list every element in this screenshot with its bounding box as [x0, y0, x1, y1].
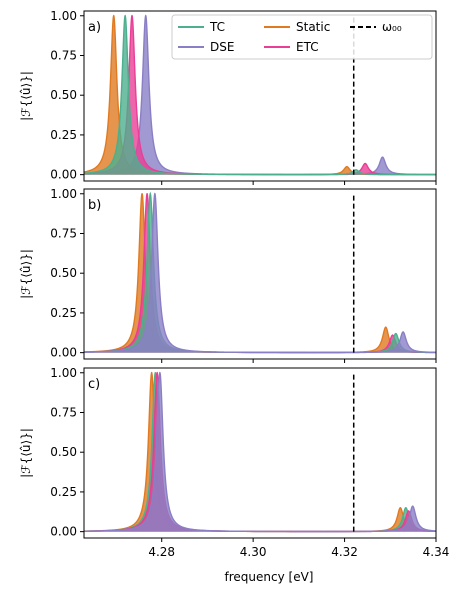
y-tick-label: 0.00: [50, 525, 77, 539]
series-area: [84, 372, 436, 532]
series-area: [84, 372, 436, 532]
x-tick-label: 4.34: [423, 545, 450, 559]
axes-frame: [83, 367, 437, 539]
series-etc: [84, 371, 436, 533]
peak-point: [399, 507, 401, 509]
peak-point: [124, 15, 126, 17]
legend-label: ETC: [296, 40, 319, 54]
peak-point: [154, 372, 156, 374]
series-static: [84, 371, 436, 533]
x-axis-label: frequency [eV]: [225, 570, 314, 584]
series-line: [84, 14, 436, 176]
legend-label: ω₀₀: [382, 20, 402, 34]
peak-point: [405, 507, 407, 509]
series-line: [84, 372, 436, 533]
x-tick-label: 4.32: [331, 545, 358, 559]
y-axis-label: |ℱ{⟨û⟩}|: [19, 71, 33, 121]
panels: 0.00 0.25 0.50 0.75 1.00 a) |ℱ{⟨û⟩}| TC DSE Stati…: [19, 9, 449, 559]
peak-point: [146, 193, 148, 195]
peak-point: [412, 505, 414, 507]
series-area: [84, 15, 436, 175]
legend: TC DSE Static ETC ω₀₀: [171, 14, 433, 60]
peak-point: [346, 166, 348, 168]
y-tick-label: 0.25: [50, 306, 77, 320]
panel-1: 0.00 0.25 0.50 0.75 1.00 a) |ℱ{⟨û⟩}| TC DSE Stati…: [19, 9, 437, 185]
panel-label: b): [88, 198, 101, 213]
peak-point: [402, 331, 404, 333]
peak-point: [145, 15, 147, 17]
y-tick-label: 0.00: [50, 346, 77, 360]
panel-label: c): [88, 377, 100, 392]
y-tick-label: 0.25: [50, 128, 77, 142]
series-area: [84, 372, 436, 532]
series-line: [84, 371, 436, 533]
peak-point: [364, 162, 366, 165]
peak-point: [156, 372, 158, 374]
y-tick-label: 1.00: [50, 187, 77, 201]
y-axis-label: |ℱ{⟨û⟩}|: [19, 428, 33, 478]
peak-point: [151, 372, 153, 374]
y-tick-label: 0.75: [50, 405, 77, 419]
series-tc: [84, 372, 436, 533]
series-line: [84, 371, 436, 533]
legend-label: DSE: [210, 40, 234, 54]
series-dse: [84, 371, 436, 533]
peak-point: [407, 510, 410, 512]
peak-point: [385, 326, 387, 328]
y-tick-label: 1.00: [50, 9, 77, 23]
y-tick-label: 0.75: [50, 226, 77, 240]
axes-frame: [83, 188, 437, 360]
panel-3: 0.00 0.25 0.50 0.75 1.00 4.28 4.30 4.32 4.34 c) |ℱ…: [19, 366, 449, 559]
peak-point: [154, 193, 156, 195]
series-tc: [84, 14, 436, 176]
y-tick-label: 0.75: [50, 48, 77, 62]
panel-label: a): [88, 20, 101, 35]
peak-point: [113, 15, 115, 17]
y-tick-label: 0.50: [50, 88, 77, 102]
legend-label: TC: [209, 20, 225, 34]
peak-point: [159, 372, 161, 374]
peak-point: [355, 169, 357, 171]
series-dse: [84, 192, 436, 354]
plot-area: [84, 191, 436, 354]
legend-label: Static: [296, 20, 330, 34]
x-tick-label: 4.28: [148, 545, 175, 559]
y-tick-label: 0.25: [50, 485, 77, 499]
plot-area: [84, 14, 436, 176]
peak-point: [381, 156, 384, 158]
series-line: [84, 192, 436, 354]
y-tick-label: 1.00: [50, 366, 77, 380]
x-tick-label: 4.30: [240, 545, 267, 559]
series-area: [84, 372, 436, 532]
series-area: [84, 193, 436, 353]
peak-point: [141, 193, 143, 195]
series-line: [84, 371, 436, 533]
peak-point: [149, 193, 151, 195]
peak-point: [131, 15, 133, 17]
y-axis-label: |ℱ{⟨û⟩}|: [19, 249, 33, 299]
peak-point: [395, 332, 397, 335]
series-area: [84, 193, 436, 353]
y-tick-label: 0.00: [50, 168, 77, 182]
y-tick-label: 0.50: [50, 445, 77, 459]
series-static: [84, 193, 436, 354]
plot-area: [84, 371, 436, 533]
y-tick-label: 0.50: [50, 266, 77, 280]
axes-frame: [83, 10, 437, 182]
peak-point: [391, 334, 394, 336]
panel-2: 0.00 0.25 0.50 0.75 1.00 b) |ℱ{⟨û⟩}|: [19, 187, 437, 363]
